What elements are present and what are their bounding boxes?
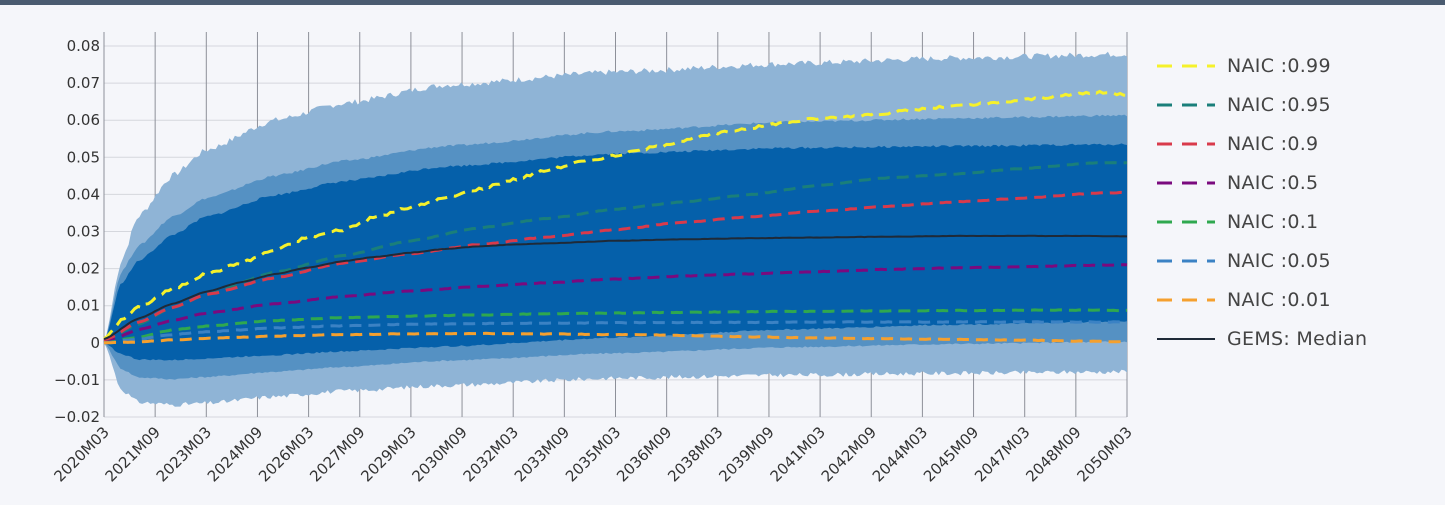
x-tick-label: 2045M09 xyxy=(920,423,982,485)
x-tick-label: 2032M03 xyxy=(460,423,522,485)
legend-item[interactable]: NAIC :0.1 xyxy=(1155,202,1367,241)
series-line xyxy=(103,234,1128,341)
y-tick-label: 0.04 xyxy=(67,185,100,203)
series-line xyxy=(103,89,1128,341)
legend-swatch xyxy=(1157,220,1215,223)
y-tick-label: −0.01 xyxy=(54,371,100,389)
x-tick-label: 2021M09 xyxy=(102,423,164,485)
legend-swatch xyxy=(1157,298,1215,301)
chart-lines xyxy=(103,89,1128,345)
y-tick-label: 0.01 xyxy=(67,297,100,315)
legend-label: NAIC :0.9 xyxy=(1227,132,1319,155)
legend-label: NAIC :0.5 xyxy=(1227,171,1319,194)
legend-swatch xyxy=(1157,259,1215,262)
x-tick-label: 2020M03 xyxy=(50,423,112,485)
legend-swatch xyxy=(1157,181,1215,184)
series-line xyxy=(103,161,1128,343)
x-axis: 2020M032021M092023M032024M092026M032027M… xyxy=(50,423,1135,485)
x-tick-label: 2030M09 xyxy=(409,423,471,485)
top-bar xyxy=(0,0,1445,5)
x-tick-label: 2039M09 xyxy=(715,423,777,485)
series-line xyxy=(103,308,1128,345)
x-tick-label: 2033M09 xyxy=(511,423,573,485)
legend-item[interactable]: NAIC :0.01 xyxy=(1155,280,1367,319)
x-tick-label: 2036M09 xyxy=(613,423,675,485)
x-tick-label: 2029M03 xyxy=(357,423,419,485)
y-tick-label: 0.03 xyxy=(67,223,100,241)
y-tick-label: 0.06 xyxy=(67,111,100,129)
x-tick-label: 2035M03 xyxy=(562,423,624,485)
legend-item[interactable]: NAIC :0.95 xyxy=(1155,85,1367,124)
legend-swatch xyxy=(1157,142,1215,145)
legend-label: NAIC :0.1 xyxy=(1227,210,1319,233)
legend-label: NAIC :0.95 xyxy=(1227,93,1331,116)
chart-legend: NAIC :0.99 NAIC :0.95 NAIC :0.9 NAIC :0.5 NA… xyxy=(1155,46,1367,358)
y-tick-label: 0.02 xyxy=(67,260,100,278)
series-line xyxy=(103,263,1128,345)
legend-label: GEMS: Median xyxy=(1227,327,1368,350)
x-tick-label: 2044M03 xyxy=(869,423,931,485)
legend-item[interactable]: GEMS: Median xyxy=(1155,319,1367,358)
x-tick-label: 2024M09 xyxy=(204,423,266,485)
x-tick-label: 2048M09 xyxy=(1022,423,1084,485)
y-tick-label: 0.08 xyxy=(67,37,100,55)
legend-label: NAIC :0.01 xyxy=(1227,288,1331,311)
y-tick-label: 0 xyxy=(90,334,100,352)
y-tick-label: 0.05 xyxy=(67,148,100,166)
x-tick-label: 2026M03 xyxy=(255,423,317,485)
x-tick-label: 2047M03 xyxy=(971,423,1033,485)
x-tick-label: 2023M03 xyxy=(153,423,215,485)
x-tick-label: 2027M09 xyxy=(306,423,368,485)
x-tick-label: 2042M09 xyxy=(818,423,880,485)
legend-item[interactable]: NAIC :0.9 xyxy=(1155,124,1367,163)
band-inner xyxy=(104,143,1127,361)
legend-swatch xyxy=(1157,337,1215,340)
legend-label: NAIC :0.05 xyxy=(1227,249,1331,272)
legend-item[interactable]: NAIC :0.05 xyxy=(1155,241,1367,280)
x-tick-label: 2041M03 xyxy=(767,423,829,485)
legend-swatch xyxy=(1157,103,1215,106)
series-line xyxy=(104,331,1127,345)
y-tick-label: −0.02 xyxy=(54,408,100,426)
legend-item[interactable]: NAIC :0.99 xyxy=(1155,46,1367,85)
legend-label: NAIC :0.99 xyxy=(1227,54,1331,77)
legend-item[interactable]: NAIC :0.5 xyxy=(1155,163,1367,202)
y-axis: −0.02 −0.01 0 0.01 0.02 0.03 0.04 0.05 0.06 0.07 0… xyxy=(54,37,100,426)
legend-swatch xyxy=(1157,64,1215,67)
x-tick-label: 2050M03 xyxy=(1073,423,1135,485)
y-tick-label: 0.07 xyxy=(67,74,100,92)
series-line xyxy=(103,320,1128,345)
x-tick-label: 2038M03 xyxy=(664,423,726,485)
